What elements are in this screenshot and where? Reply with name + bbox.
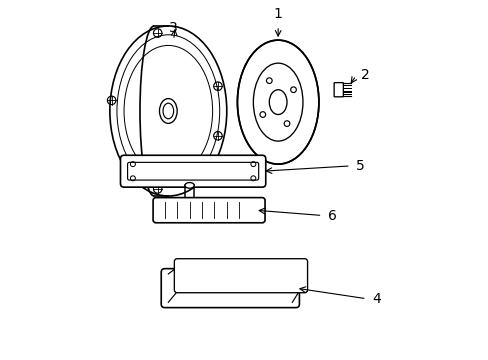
FancyBboxPatch shape — [120, 155, 265, 187]
FancyBboxPatch shape — [153, 198, 264, 223]
Text: 3: 3 — [168, 21, 177, 35]
Text: 4: 4 — [371, 292, 380, 306]
Text: 2: 2 — [361, 68, 369, 82]
Ellipse shape — [184, 183, 194, 188]
Ellipse shape — [237, 40, 318, 164]
Ellipse shape — [110, 26, 226, 196]
Text: 6: 6 — [327, 208, 336, 222]
FancyBboxPatch shape — [161, 269, 299, 307]
Ellipse shape — [159, 99, 177, 123]
Text: 1: 1 — [273, 6, 282, 21]
Text: 5: 5 — [355, 159, 364, 173]
FancyBboxPatch shape — [333, 83, 343, 97]
FancyBboxPatch shape — [174, 259, 307, 293]
